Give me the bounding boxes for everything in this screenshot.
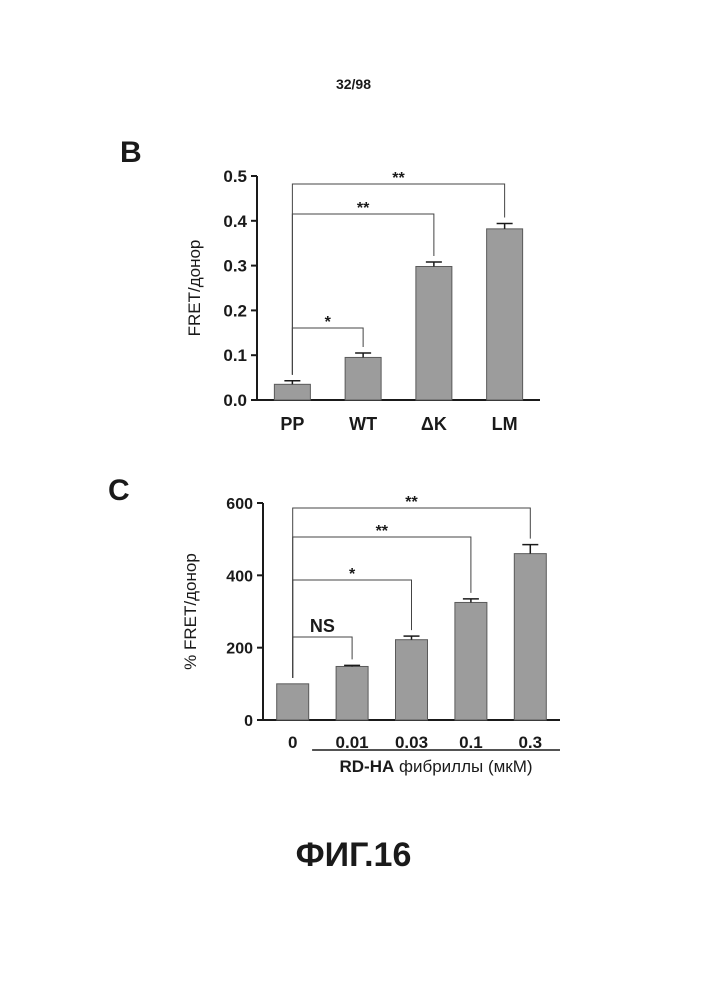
bar [396,640,428,720]
bar [336,666,368,720]
bar [514,554,546,720]
significance-label: NS [310,616,335,636]
category-label: 0.01 [336,733,369,752]
significance-bracket [293,537,471,678]
significance-label: * [349,566,356,583]
x-axis-label-bold: RD-HA [340,757,395,776]
significance-label: ** [376,523,389,540]
y-axis-label: % FRET/донор [181,553,200,670]
y-tick-label: 600 [226,496,253,513]
x-axis-label: RD-HA фибриллы (мкМ) [340,757,533,776]
category-label: 0.3 [518,733,542,752]
figure-caption: ФИГ.16 [0,836,707,875]
y-tick-label: 0 [244,713,253,730]
significance-label: ** [405,494,418,511]
bar [277,684,309,720]
bar [455,602,487,720]
category-label: 0.1 [459,733,483,752]
x-axis-label-rest: фибриллы (мкМ) [394,757,532,776]
y-tick-label: 200 [226,641,253,658]
y-tick-label: 400 [226,568,253,585]
category-label: 0 [288,733,297,752]
category-label: 0.03 [395,733,428,752]
chart-c: 0 200 400 600 % FRET/донор 0 0.01 0.03 0.1 0.3 RD-… [0,0,707,820]
